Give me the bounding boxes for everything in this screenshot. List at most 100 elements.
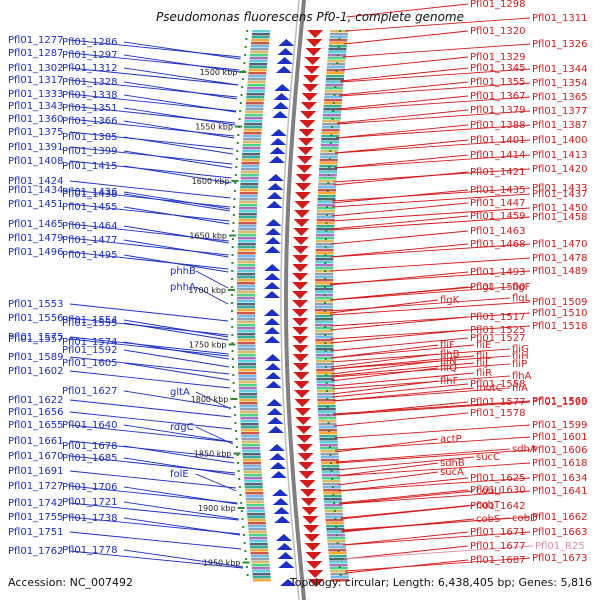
right-gene-block (292, 282, 309, 290)
category-stripe-right (315, 300, 333, 303)
guide-dot-right (324, 238, 327, 240)
category-stripe-left (238, 225, 257, 228)
connector-pfl01-1742 (69, 502, 239, 521)
connector-pfl01-1421 (333, 171, 469, 186)
right-gene-block (296, 444, 313, 452)
right-gene-block (293, 228, 310, 236)
category-stripe-right (329, 564, 348, 567)
category-stripe-right (321, 135, 340, 138)
category-stripe-left (240, 189, 258, 192)
connector-flih (331, 355, 511, 370)
category-stripe-left (237, 240, 256, 243)
guide-dot-right (338, 566, 341, 568)
guide-dot-right (324, 350, 327, 352)
gene-label-succ: sucC (476, 452, 500, 463)
connector-pfl01-1413 (334, 154, 531, 169)
category-stripe-left (248, 69, 267, 72)
category-stripe-left (246, 96, 265, 99)
guide-dot-left (241, 86, 244, 88)
guide-dot-left (231, 246, 234, 248)
category-stripe-right (317, 210, 335, 213)
right-gene-block (296, 156, 313, 164)
connector-pfl01-1751 (69, 531, 242, 550)
gene-label-flie: fliE (476, 340, 491, 351)
category-stripe-left (244, 483, 263, 486)
tick-label-1850-kbp: 1850 kbp (194, 450, 232, 459)
right-gene-block (301, 507, 318, 515)
guide-dot-left (231, 262, 234, 264)
guide-dot-right (330, 470, 333, 472)
category-stripe-left (237, 258, 256, 261)
category-stripe-left (250, 48, 269, 51)
left-gene-block (264, 336, 281, 343)
category-stripe-right (319, 444, 338, 447)
guide-dot-left (245, 558, 248, 560)
connector-pfl01-1377 (337, 110, 531, 125)
gene-label-cobt: cobT (476, 500, 501, 511)
connector-pfl01-1477 (123, 239, 229, 258)
connector-pfl01-1437 (332, 193, 531, 208)
guide-dot-left (233, 390, 235, 392)
category-stripe-right (316, 378, 335, 381)
gene-label-pfl01-1685: Pfl01_1685 (62, 453, 118, 464)
category-stripe-right (320, 153, 339, 156)
category-stripe-left (244, 126, 262, 129)
category-stripe-right (315, 315, 334, 318)
category-stripe-right (321, 468, 340, 471)
category-stripe-right (321, 138, 340, 141)
gene-label-pfl01-1578: Pfl01_1578 (470, 408, 526, 419)
category-stripe-left (238, 378, 257, 381)
gene-label-pfl01-1388: Pfl01_1388 (470, 120, 526, 131)
gene-label-pfl01-1420: Pfl01_1420 (532, 164, 588, 175)
right-gene-block (292, 318, 309, 326)
category-stripe-right (316, 372, 335, 375)
category-stripe-right (328, 555, 347, 558)
connector-pfl01-1455 (123, 206, 230, 225)
category-stripe-left (240, 411, 258, 414)
category-stripe-left (252, 573, 271, 576)
guide-dot-left (236, 446, 238, 448)
category-stripe-left (237, 249, 256, 252)
right-gene-block (296, 435, 313, 443)
category-stripe-right (321, 129, 340, 132)
category-stripe-right (324, 504, 343, 507)
guide-dot-left (231, 334, 234, 336)
category-stripe-right (315, 324, 334, 327)
category-stripe-left (247, 522, 266, 525)
guide-dot-left (231, 326, 234, 328)
category-stripe-right (317, 393, 336, 396)
gene-label-pfl01-1618: Pfl01_1618 (532, 458, 588, 469)
category-stripe-left (248, 531, 267, 534)
category-stripe-left (237, 264, 256, 267)
guide-dot-right (338, 558, 341, 560)
right-gene-block (305, 552, 322, 560)
connector-pfl01-1355 (339, 81, 469, 96)
connector-pfl01-1496 (69, 251, 229, 270)
guide-dot-left (241, 518, 244, 520)
category-stripe-left (237, 267, 256, 270)
category-stripe-right (317, 399, 336, 402)
guide-dot-left (240, 502, 243, 504)
tick-label-1800-kbp: 1800 kbp (191, 395, 229, 404)
guide-dot-right (329, 454, 332, 456)
right-gene-block (295, 426, 312, 434)
category-stripe-left (241, 441, 260, 444)
gene-label-pfl01-1755: Pfl01_1755 (8, 512, 64, 523)
connector-pfl01-1602 (69, 370, 230, 389)
category-stripe-left (238, 369, 257, 372)
category-stripe-right (330, 576, 349, 579)
connector-flgk (329, 299, 439, 314)
category-stripe-right (323, 489, 342, 492)
guide-dot-right (335, 526, 338, 528)
guide-dot-left (240, 94, 243, 96)
connector-pfl01-1366 (123, 120, 235, 139)
connector-pfl01-1450 (331, 207, 531, 222)
gene-label-pfl01-1590: Pfl01_1590 (532, 397, 588, 408)
connector-pfl01-1663 (342, 531, 531, 546)
guide-dot-left (231, 270, 234, 272)
guide-dot-left (231, 278, 234, 280)
left-gene-block (265, 372, 282, 379)
category-stripe-right (315, 330, 334, 333)
left-gene-block (265, 381, 282, 388)
category-stripe-left (241, 156, 260, 159)
